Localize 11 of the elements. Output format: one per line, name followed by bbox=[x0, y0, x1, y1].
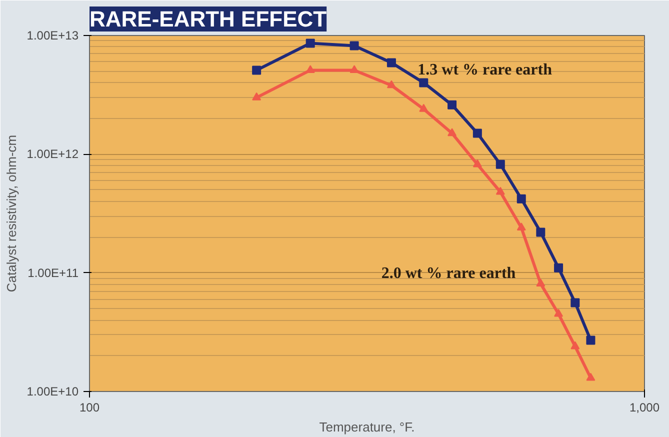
x-axis-title: Temperature, °F. bbox=[319, 420, 415, 434]
x-tick-label: 100 bbox=[79, 400, 100, 414]
y-tick-label: 1.00E+13 bbox=[26, 28, 79, 42]
series-label: 1.3 wt % rare earth bbox=[418, 62, 552, 79]
x-tick-label: 1,000 bbox=[629, 400, 660, 414]
y-tick-label: 1.00E+12 bbox=[26, 147, 79, 162]
y-tick-label: 1.00E+10 bbox=[26, 384, 79, 398]
y-axis-title: Catalyst resistivity, ohm-cm bbox=[4, 134, 19, 292]
chart-title: RARE-EARTH EFFECT bbox=[90, 6, 328, 32]
series-label: 2.0 wt % rare earth bbox=[381, 265, 516, 282]
y-tick-label: 1.00E+11 bbox=[28, 266, 79, 280]
